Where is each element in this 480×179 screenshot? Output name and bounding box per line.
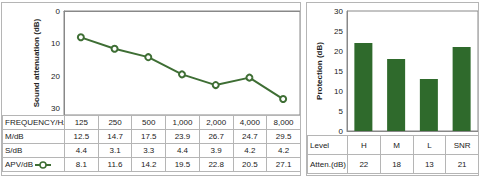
html-text:27.1: 27.1	[275, 160, 292, 169]
svg-text:Protection (dB): Protection (dB)	[315, 42, 324, 100]
html-text:Atten.(dB): Atten.(dB)	[310, 159, 346, 169]
svg-text:30: 30	[51, 104, 60, 113]
html-text:13: 13	[424, 159, 434, 169]
svg-text:20: 20	[334, 47, 343, 56]
svg-text:25: 25	[334, 27, 343, 36]
html-text:3.9: 3.9	[210, 146, 222, 155]
html-text:APV/dB: APV/dB	[5, 160, 33, 169]
html-text:H: H	[361, 140, 367, 150]
html-text:3.1: 3.1	[109, 146, 121, 155]
html-text:500: 500	[142, 118, 156, 127]
html-text:S/dB: S/dB	[5, 146, 23, 155]
html-text:4.2: 4.2	[278, 146, 290, 155]
html-text:125: 125	[74, 118, 88, 127]
html-text:1,000: 1,000	[172, 118, 193, 127]
html-text:26.7: 26.7	[208, 132, 224, 141]
svg-text:20: 20	[51, 72, 60, 81]
html-text:SNR: SNR	[453, 140, 471, 150]
svg-text:30: 30	[334, 7, 343, 16]
svg-text:15: 15	[334, 67, 343, 76]
html-text:4.4: 4.4	[176, 146, 188, 155]
html-text:2,000: 2,000	[206, 118, 227, 127]
html-text:L: L	[427, 140, 432, 150]
html-text:22.8: 22.8	[208, 160, 224, 169]
html-text:19.5: 19.5	[174, 160, 191, 169]
html-text:22: 22	[359, 159, 369, 169]
html-text:20.5: 20.5	[242, 160, 258, 169]
html-text:21: 21	[457, 159, 467, 169]
html-text:29.5: 29.5	[275, 132, 292, 141]
html-text:Level: Level	[310, 140, 330, 150]
html-text:11.6: 11.6	[107, 160, 123, 169]
html-text:4.2: 4.2	[244, 146, 256, 155]
html-text:12.5: 12.5	[73, 132, 90, 141]
svg-text:5: 5	[339, 107, 344, 116]
html-text:14.7: 14.7	[107, 132, 123, 141]
svg-text:0: 0	[56, 7, 61, 16]
html-text:3.3: 3.3	[143, 146, 155, 155]
html-text:18: 18	[392, 159, 402, 169]
html-text:M/dB: M/dB	[5, 132, 24, 141]
svg-text:0: 0	[339, 127, 344, 136]
svg-text:10: 10	[51, 39, 60, 48]
html-text:4,000: 4,000	[239, 118, 260, 127]
html-text:8,000: 8,000	[273, 118, 294, 127]
html-text:8.1: 8.1	[75, 160, 87, 169]
html-text:23.9: 23.9	[174, 132, 191, 141]
html-text:14.2: 14.2	[141, 160, 157, 169]
html-text:4.4: 4.4	[75, 146, 87, 155]
html-text:17.5: 17.5	[141, 132, 157, 141]
html-text:250: 250	[108, 118, 122, 127]
svg-text:Sound attenuation (dB): Sound attenuation (dB)	[32, 18, 41, 107]
svg-text:10: 10	[334, 87, 343, 96]
html-text:24.7: 24.7	[242, 132, 258, 141]
html-text:M: M	[393, 140, 400, 150]
